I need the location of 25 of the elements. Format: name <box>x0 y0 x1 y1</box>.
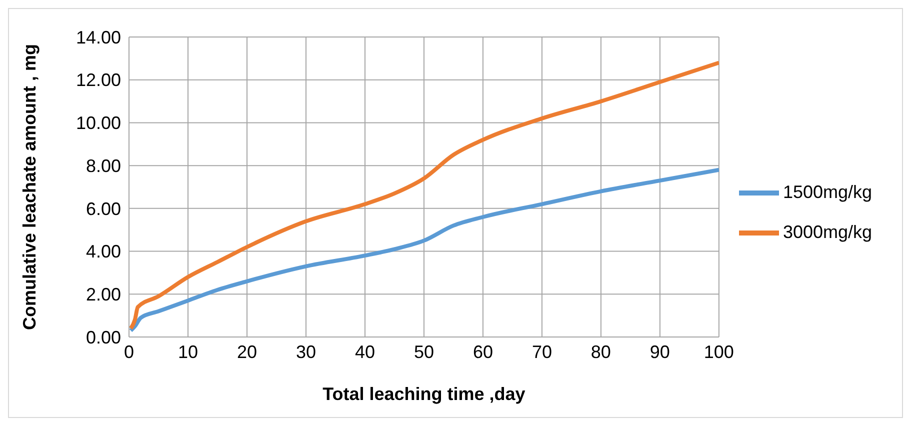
x-tick-label: 60 <box>472 342 493 362</box>
x-tick-label: 90 <box>650 342 670 362</box>
y-tick-label: 4.00 <box>86 242 121 262</box>
y-tick-label: 2.00 <box>86 284 121 305</box>
x-tick-label: 10 <box>178 342 198 362</box>
y-tick-label: 14.00 <box>76 27 121 48</box>
x-tick-label: 100 <box>704 342 734 362</box>
x-tick-label: 20 <box>236 342 258 362</box>
x-tick-label: 30 <box>296 342 316 362</box>
x-tick-label: 50 <box>414 342 434 362</box>
y-tick-label: 10.00 <box>76 113 121 134</box>
y-tick-label: 0.00 <box>86 327 121 348</box>
x-tick-label: 80 <box>590 342 611 362</box>
legend-label: 3000mg/kg <box>782 222 872 242</box>
x-axis-title: Total leaching time ,day <box>322 384 526 404</box>
x-tick-label: 0 <box>124 342 134 362</box>
y-axis-title: Comulative leachate amount , mg <box>19 44 40 330</box>
y-tick-label: 8.00 <box>86 156 121 176</box>
x-tick-label: 40 <box>354 342 375 362</box>
line-series <box>129 168 719 333</box>
y-tick-label: 12.00 <box>76 70 121 90</box>
legend-label: 1500mg/kg <box>782 182 872 202</box>
y-tick-label: 6.00 <box>86 198 121 219</box>
x-tick-label: 70 <box>532 342 552 362</box>
line-series <box>129 60 719 330</box>
